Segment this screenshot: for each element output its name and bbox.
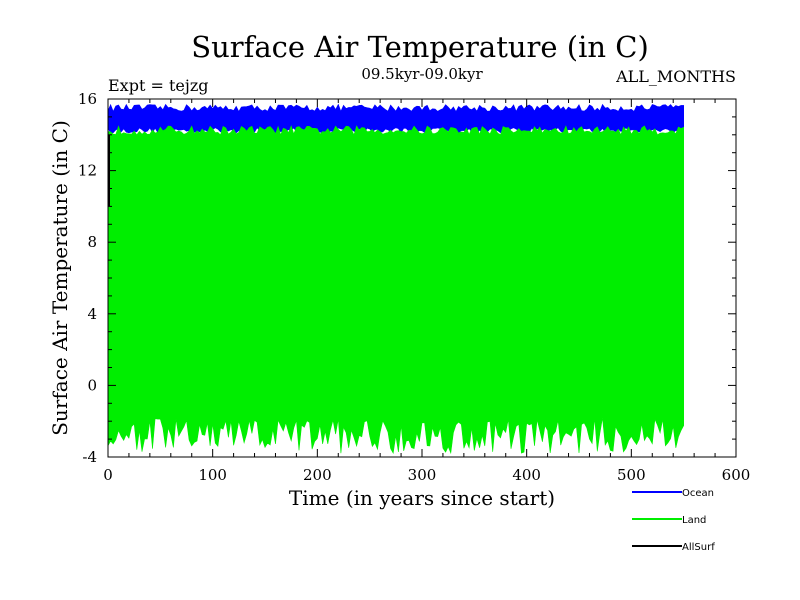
months-label: ALL_MONTHS bbox=[615, 67, 736, 86]
experiment-label: Expt = tejzg bbox=[108, 76, 208, 95]
x-tick-label: 600 bbox=[722, 466, 751, 484]
x-tick-label: 300 bbox=[408, 466, 437, 484]
y-tick-label: 12 bbox=[78, 162, 97, 180]
legend-allsurf-label: AllSurf bbox=[682, 542, 715, 553]
y-tick-label: 16 bbox=[78, 90, 97, 108]
y-tick-label: -4 bbox=[82, 448, 97, 466]
y-tick-label: 4 bbox=[87, 305, 97, 323]
x-axis-label: Time (in years since start) bbox=[289, 486, 555, 510]
chart-title: Surface Air Temperature (in C) bbox=[191, 30, 649, 64]
y-tick-label: 0 bbox=[87, 376, 97, 394]
chart-subtitle: 09.5kyr-09.0kyr bbox=[361, 65, 483, 83]
x-tick-label: 500 bbox=[617, 466, 646, 484]
y-axis-label: Surface Air Temperature (in C) bbox=[48, 120, 72, 436]
legend: Ocean Land AllSurf bbox=[632, 488, 715, 553]
legend-ocean-label: Ocean bbox=[682, 488, 714, 499]
x-tick-labels: 0 100 200 300 400 500 600 bbox=[103, 466, 750, 484]
x-tick-label: 100 bbox=[198, 466, 227, 484]
x-tick-label: 400 bbox=[512, 466, 541, 484]
y-tick-labels: -4 0 4 8 12 16 bbox=[78, 90, 97, 466]
x-tick-label: 200 bbox=[303, 466, 332, 484]
axis-ticks bbox=[107, 98, 737, 458]
series-land-band bbox=[107, 125, 685, 455]
legend-land-label: Land bbox=[682, 515, 706, 526]
plot-marks bbox=[107, 103, 685, 455]
y-tick-label: 8 bbox=[87, 233, 97, 251]
x-tick-label: 0 bbox=[103, 466, 113, 484]
